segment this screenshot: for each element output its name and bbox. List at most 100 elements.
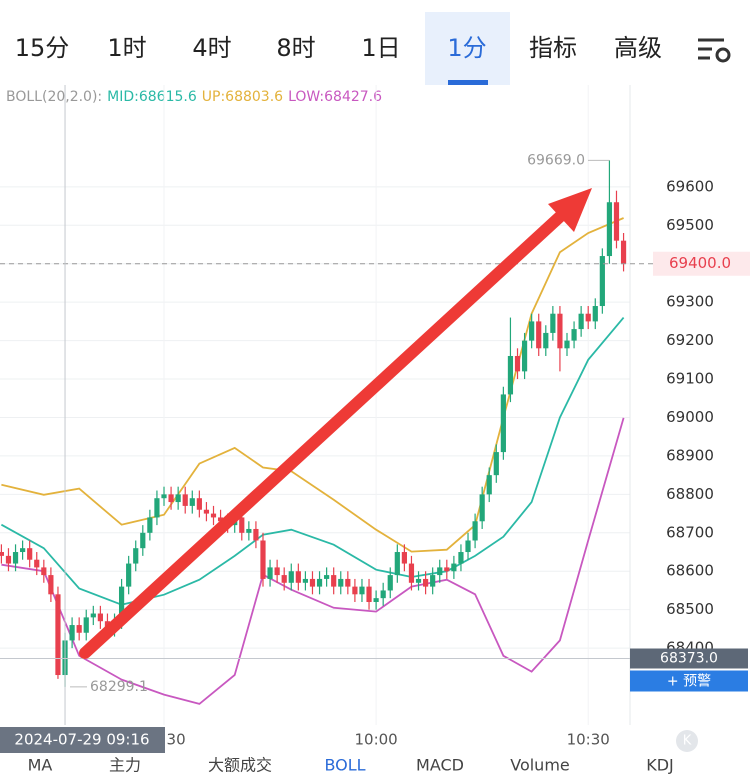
- indicator-tab[interactable]: MACD: [416, 756, 464, 775]
- candle-body: [557, 313, 563, 349]
- candle-body: [140, 532, 146, 549]
- y-tick-label: 69300: [666, 293, 714, 311]
- candle-body: [585, 313, 591, 322]
- candle-body: [430, 575, 436, 587]
- tab[interactable]: 指标: [529, 34, 577, 62]
- tab[interactable]: 8时: [276, 34, 315, 62]
- indicator-tab[interactable]: KDJ: [646, 756, 674, 775]
- candle-body: [118, 586, 125, 622]
- candle-body: [564, 340, 570, 349]
- candle-body: [260, 540, 266, 579]
- indicator-tab[interactable]: MA: [28, 756, 53, 775]
- bottom-tabs: MA 主力 大额成交 BOLL MACD Volume KDJ: [28, 756, 674, 775]
- candle-body: [90, 613, 96, 618]
- candle-body: [295, 571, 301, 583]
- legend-item: BOLL(20,2.0):: [6, 89, 102, 105]
- boll-line: [1, 417, 625, 705]
- candle-body: [12, 552, 19, 564]
- y-tick-label: 69000: [666, 408, 714, 426]
- indicator-tab[interactable]: BOLL: [324, 756, 365, 775]
- candle-body: [571, 329, 577, 341]
- candle-body: [253, 528, 259, 541]
- y-tick-label: 68900: [666, 446, 714, 464]
- candle-body: [83, 617, 89, 633]
- candle-body: [338, 578, 344, 587]
- candle-body: [387, 575, 393, 591]
- candle-body: [401, 552, 407, 564]
- y-tick-label: 69100: [666, 370, 714, 388]
- candle-body: [281, 575, 287, 583]
- candle-body: [217, 517, 224, 522]
- candle-body: [394, 552, 400, 576]
- alert-button-bg[interactable]: [630, 670, 748, 692]
- candle-body: [465, 540, 471, 553]
- tab-indicator: [448, 80, 488, 85]
- y-tick-label: 68600: [666, 562, 714, 580]
- tab-bar: 15分 1时 4时 8时 1日 1分 指标 高级: [15, 34, 662, 62]
- candle-body: [521, 340, 528, 372]
- candle-body: [613, 202, 620, 241]
- candle-body: [147, 517, 153, 533]
- tab[interactable]: 1时: [107, 34, 146, 62]
- candle-body: [133, 548, 139, 564]
- x-tick-label: 10:30: [567, 731, 610, 749]
- candle-body: [55, 594, 61, 676]
- y-tick-label: 68700: [666, 523, 714, 541]
- candle-body: [472, 521, 478, 541]
- candle-body: [34, 559, 40, 568]
- candle-body: [175, 494, 181, 503]
- candle-body: [267, 567, 273, 579]
- crosshair-price-box: [630, 648, 748, 669]
- alert-button[interactable]: + 预警: [667, 674, 711, 690]
- indicator-tab[interactable]: 主力: [109, 756, 141, 775]
- candle-body: [239, 517, 245, 533]
- candle-body: [189, 498, 195, 506]
- candle-body: [210, 513, 217, 518]
- candle-body: [536, 321, 542, 349]
- y-tick-label: 68500: [666, 600, 714, 618]
- candle-body: [444, 567, 450, 572]
- candle-body: [154, 498, 160, 518]
- candle-body: [0, 552, 4, 556]
- plot: 6840068500686006870068800689006900069100…: [0, 85, 750, 753]
- tab[interactable]: 1日: [361, 34, 400, 62]
- boll-line: [1, 217, 624, 553]
- crosshair-time: 2024-07-29 09:16: [14, 731, 149, 749]
- tab[interactable]: 1分: [447, 34, 486, 62]
- candle-body: [451, 563, 457, 572]
- candle-body: [366, 586, 372, 602]
- last-price-box: [653, 251, 750, 276]
- tab[interactable]: 高级: [614, 34, 662, 62]
- candle-body: [126, 563, 132, 587]
- indicator-tab[interactable]: Volume: [510, 756, 570, 775]
- candle-body: [161, 494, 167, 499]
- candle-body: [345, 578, 351, 587]
- legend-item: UP:68803.6: [202, 89, 283, 105]
- last-price-label: 69400.0: [669, 254, 731, 272]
- tab[interactable]: 4时: [192, 34, 231, 62]
- legend: BOLL(20,2.0): MID:68615.6 UP:68803.6 LOW:68…: [6, 89, 382, 105]
- candle-body: [437, 567, 443, 576]
- tab[interactable]: 15分: [15, 34, 70, 62]
- candle-body: [288, 571, 294, 583]
- settings-icon[interactable]: [698, 38, 731, 63]
- candle-body: [550, 313, 556, 333]
- candle-body: [27, 548, 33, 560]
- legend-item: LOW:68427.6: [288, 89, 382, 105]
- candle-body: [373, 598, 379, 602]
- reset-button[interactable]: [676, 730, 698, 752]
- candle-body: [507, 355, 514, 395]
- candle-body: [486, 475, 492, 495]
- candle-body: [203, 509, 210, 514]
- candle-body: [479, 494, 485, 522]
- candle-body: [500, 394, 506, 453]
- candle-body: [196, 498, 202, 510]
- y-tick-label: 68800: [666, 485, 714, 503]
- y-tick-label: 69200: [666, 331, 714, 349]
- candle-body: [324, 575, 330, 579]
- indicator-tab[interactable]: 大额成交: [208, 756, 272, 775]
- legend-text: BOLL(20,2.0): MID:68615.6 UP:68803.6 LOW:68…: [6, 89, 382, 105]
- candle-body: [529, 321, 535, 341]
